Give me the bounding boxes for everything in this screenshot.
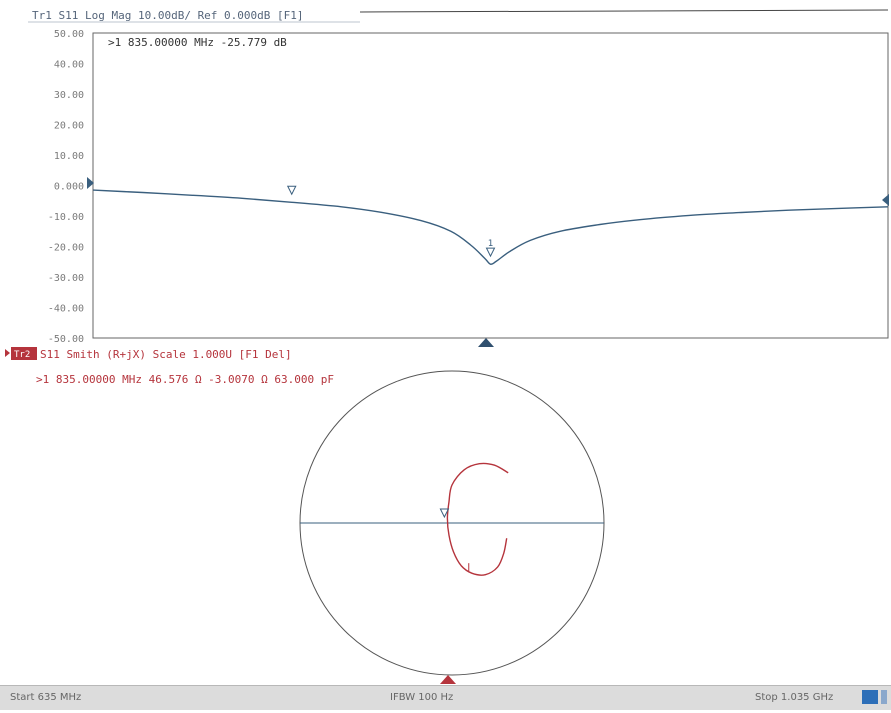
status-indicator-badge[interactable] (862, 690, 878, 704)
smith-trace-curve (446, 462, 509, 576)
trace2-active-arrow (5, 349, 10, 357)
start-frequency-label[interactable]: Start 635 MHz (10, 692, 82, 703)
trace2-header[interactable]: S11 Smith (R+jX) Scale 1.000U [F1 Del] (40, 348, 292, 361)
trace2-marker-readout: >1 835.00000 MHz 46.576 Ω -3.0070 Ω 63.0… (36, 373, 334, 386)
logmag-marker-group[interactable]: 1 (286, 185, 496, 258)
y-tick-label: 50.00 (54, 29, 84, 40)
logmag-plot-frame (92, 32, 889, 339)
trace2-badge-label: Tr2 (14, 350, 30, 360)
smith-marker[interactable] (439, 508, 450, 519)
smith-marker-group[interactable] (439, 508, 470, 572)
y-tick-label: 0.000 (54, 182, 84, 193)
y-tick-label: -10.00 (48, 212, 84, 223)
plot-top-frame (359, 9, 889, 13)
logmag-marker[interactable] (286, 185, 297, 196)
y-tick-label: 10.00 (54, 151, 84, 162)
stop-frequency-label[interactable]: Stop 1.035 GHz (755, 692, 834, 703)
y-tick-label: 30.00 (54, 90, 84, 101)
trace2-active-badge[interactable] (11, 347, 37, 360)
status-indicator-badge-secondary[interactable] (881, 690, 887, 704)
status-bar: Start 635 MHz IFBW 100 Hz Stop 1.035 GHz (0, 685, 891, 710)
logmag-trace-line (92, 189, 889, 265)
logmag-marker[interactable] (485, 247, 496, 258)
y-tick-label: -50.00 (48, 334, 84, 345)
y-tick-label: -40.00 (48, 304, 84, 315)
active-marker-stimulus-arrow[interactable] (478, 338, 494, 347)
smith-marker-stimulus-arrow[interactable] (440, 675, 456, 684)
y-tick-label: -20.00 (48, 243, 84, 254)
logmag-marker-label: 1 (488, 239, 493, 249)
logmag-data-points (93, 190, 888, 264)
y-tick-label: -30.00 (48, 273, 84, 284)
y-tick-label: 20.00 (54, 121, 84, 132)
y-tick-label: 40.00 (54, 60, 84, 71)
ifbw-label[interactable]: IFBW 100 Hz (390, 692, 454, 703)
trace1-header[interactable]: Tr1 S11 Log Mag 10.00dB/ Ref 0.000dB [F1… (32, 9, 304, 22)
reference-level-arrow-right[interactable] (882, 194, 889, 206)
logmag-y-axis: 50.00 40.00 30.00 20.00 10.00 0.000 -10.00 -20.… (48, 29, 84, 345)
reference-level-arrow-left[interactable] (87, 177, 94, 189)
trace1-marker-readout: >1 835.00000 MHz -25.779 dB (108, 36, 287, 49)
